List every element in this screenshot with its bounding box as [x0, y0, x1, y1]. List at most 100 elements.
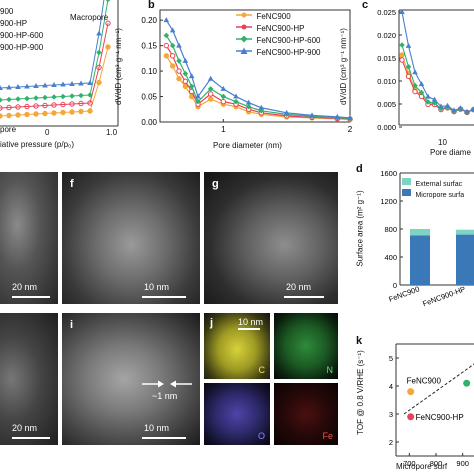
scale-bar [142, 296, 186, 298]
legend-item: FeNC900-HP-900 [236, 42, 321, 57]
panel-b-legend: FeNC900 FeNC900-HP FeNC900-HP-600 FeNC90… [236, 6, 321, 57]
data-point [233, 93, 239, 99]
pore-arrows [142, 380, 192, 388]
legend-item: FeNC900-HP [236, 18, 320, 33]
bar-external [456, 229, 474, 235]
data-point [399, 57, 405, 63]
scatter-point [407, 388, 415, 396]
data-point [245, 99, 252, 105]
bar-external [410, 229, 430, 236]
panel-a-annotation: pore [0, 125, 17, 134]
em-image-f: f 10 nm [62, 172, 200, 304]
panel-a-legend-2: 900-HP [0, 19, 28, 28]
legend-label: FeNC900-HP-900 [256, 48, 321, 57]
panel-k-xlabel: Micropore surf [396, 462, 448, 471]
y-tick-label: 0.15 [141, 42, 157, 51]
scale-bar-label: 10 nm [144, 423, 170, 433]
y-tick-label: 1600 [380, 169, 397, 178]
y-tick-label: 3 [389, 410, 393, 419]
macropore-annotation: Macropore [70, 13, 109, 22]
x-tick-label: 1 [221, 125, 226, 134]
x-tick-label: 700 [403, 459, 416, 468]
data-point [425, 93, 431, 99]
panel-c-xlabel: Pore diame [430, 148, 471, 157]
data-point [176, 42, 182, 48]
x-tick-label: 900 [456, 459, 469, 468]
category-label: FeNC900-HP [421, 284, 466, 308]
data-point [418, 81, 425, 87]
legend-item: Micropore surfa [402, 184, 464, 199]
em-image-e: 20 nm [0, 172, 58, 304]
scale-bar-label: 20 nm [12, 282, 38, 292]
data-point [438, 103, 444, 109]
y-tick-label: 0.10 [141, 67, 157, 76]
isotherm-line [0, 23, 109, 109]
y-tick-label: 0.020 [377, 31, 396, 40]
y-tick-label: 0.015 [377, 54, 396, 63]
y-tick-label: 0.005 [377, 100, 396, 109]
data-point [220, 93, 227, 100]
data-point [334, 113, 341, 119]
data-point [163, 42, 170, 49]
data-point [283, 109, 290, 115]
panel-c-label: c [362, 0, 369, 11]
panel-g-label: g [212, 178, 219, 190]
scatter-point [463, 379, 471, 387]
data-point [188, 73, 195, 79]
data-point [169, 27, 176, 33]
data-point [169, 53, 176, 59]
series-line [401, 44, 474, 113]
panel-c-ylabel: dV/dD (cm³ g⁻¹ nm⁻¹) [338, 28, 348, 105]
isotherm-line [0, 0, 109, 101]
data-point [176, 76, 182, 82]
panel-i-label: i [70, 319, 74, 331]
data-point [412, 69, 418, 75]
data-point [169, 42, 176, 49]
data-point [195, 93, 201, 99]
panel-k-label: k [356, 335, 363, 347]
panel-a-legend-3: 900-HP-600 [0, 31, 44, 40]
data-point [163, 53, 170, 59]
data-point [163, 17, 170, 23]
trend-line [403, 363, 474, 415]
scale-bar [12, 296, 50, 298]
map-o: O [204, 383, 270, 445]
legend-label: External surfac [415, 181, 463, 188]
legend-label: FeNC900-HP-600 [256, 36, 321, 45]
panel-a-xlabel: iative pressure (p/p₀) [0, 140, 75, 149]
scale-bar-label: 20 nm [12, 423, 38, 433]
y-tick-label: 0.00 [141, 118, 157, 127]
y-tick-label: 0.025 [377, 8, 396, 17]
data-point [412, 88, 418, 95]
panel-a-xtick-0: 0 [45, 128, 50, 137]
scale-bar-label: 10 nm [144, 282, 170, 292]
y-tick-label: 0.05 [141, 93, 157, 102]
data-point [451, 107, 457, 113]
data-point [405, 42, 412, 48]
data-point [182, 78, 189, 84]
y-tick-label: 400 [384, 253, 397, 262]
element-fe: Fe [322, 431, 333, 441]
data-point [195, 98, 201, 105]
legend-label: FeNC900-HP [256, 24, 305, 33]
y-tick-label: 5 [389, 354, 393, 363]
series-line [401, 11, 474, 113]
element-n: N [326, 365, 334, 375]
data-point [207, 96, 214, 102]
panel-c-chart: 0.025 0.020 0.015 0.010 0.005 0.000 [377, 8, 474, 132]
isotherm-line [0, 0, 105, 89]
scale-bar [12, 437, 50, 439]
data-point [405, 73, 412, 80]
panel-d-ylabel: Surface area (m² g⁻¹) [355, 190, 365, 267]
pore-size-note: ~1 nm [152, 391, 178, 401]
y-tick-label: 0.20 [141, 16, 157, 25]
y-tick-label: 2 [389, 438, 393, 447]
map-scale-label: 10 nm [238, 317, 264, 327]
y-tick-label: 0 [393, 281, 397, 290]
y-tick-label: 1200 [380, 197, 397, 206]
data-point [220, 98, 227, 105]
data-point [412, 82, 418, 89]
series-line [401, 59, 474, 114]
legend-item: FeNC900 [236, 6, 320, 21]
